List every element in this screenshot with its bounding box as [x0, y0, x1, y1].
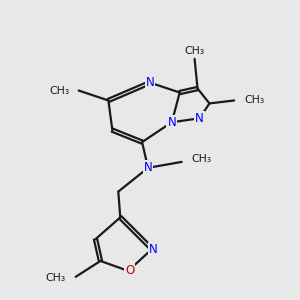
Text: CH₃: CH₃	[50, 85, 70, 96]
Text: CH₃: CH₃	[45, 273, 65, 283]
Text: N: N	[195, 112, 204, 125]
Text: CH₃: CH₃	[191, 154, 211, 164]
Text: N: N	[149, 243, 158, 256]
Text: N: N	[167, 116, 176, 129]
Text: N: N	[144, 161, 152, 174]
Text: N: N	[146, 76, 154, 89]
Text: CH₃: CH₃	[244, 95, 265, 106]
Text: O: O	[125, 264, 134, 278]
Text: CH₃: CH₃	[184, 46, 205, 56]
